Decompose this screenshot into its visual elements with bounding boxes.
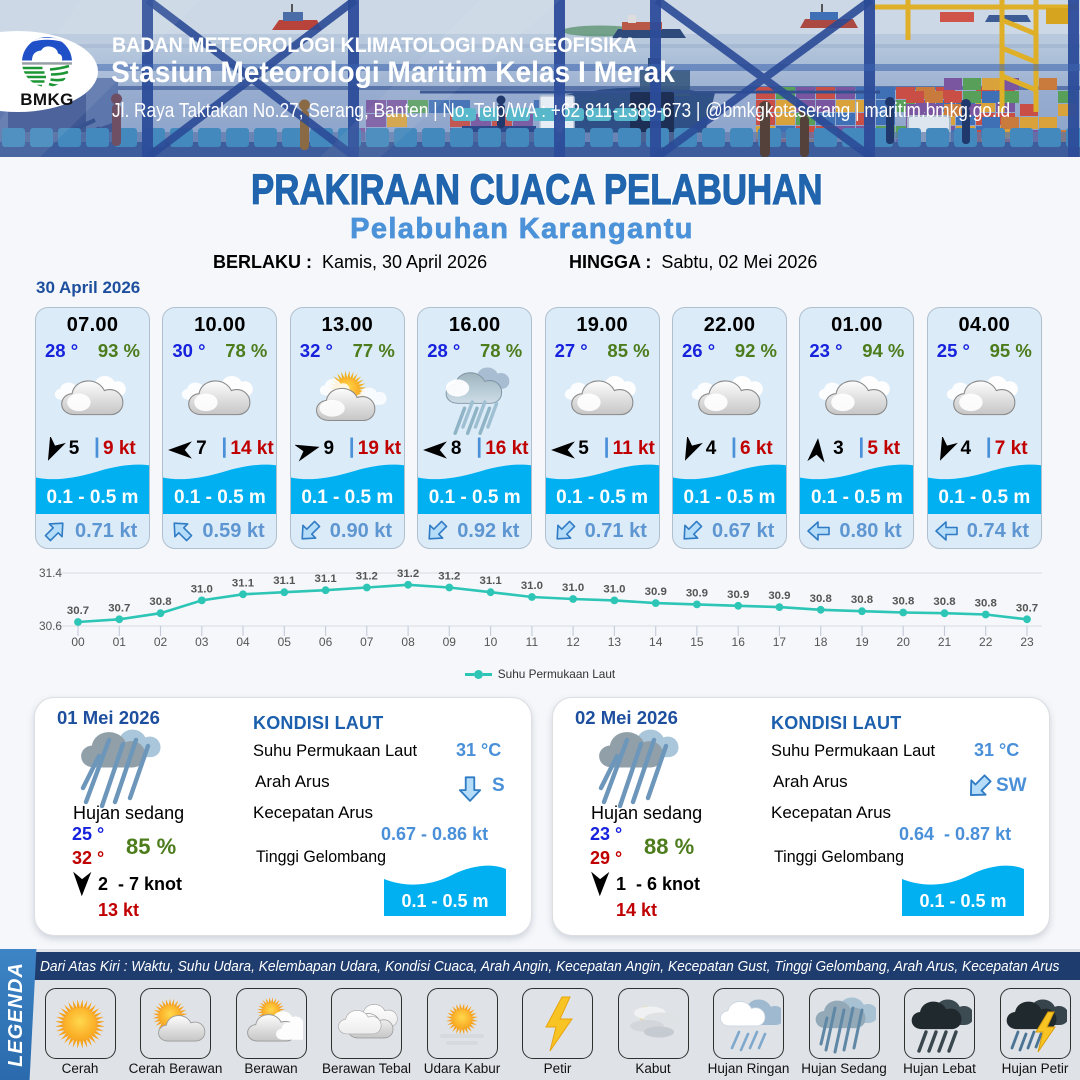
svg-text:31.1: 31.1 — [232, 577, 255, 589]
svg-text:31.1: 31.1 — [480, 575, 503, 587]
svg-text:21: 21 — [938, 635, 952, 649]
svg-text:31.2: 31.2 — [356, 571, 378, 583]
svg-text:14: 14 — [649, 635, 663, 649]
svg-text:04: 04 — [236, 635, 250, 649]
svg-text:30.9: 30.9 — [727, 589, 749, 601]
svg-text:30.8: 30.8 — [975, 598, 997, 610]
svg-text:10: 10 — [484, 635, 498, 649]
svg-text:23: 23 — [1020, 635, 1034, 649]
svg-text:17: 17 — [773, 635, 787, 649]
svg-text:30.7: 30.7 — [108, 602, 130, 614]
svg-text:31.0: 31.0 — [562, 582, 584, 594]
svg-text:03: 03 — [195, 635, 209, 649]
svg-text:05: 05 — [278, 635, 292, 649]
svg-text:22: 22 — [979, 635, 993, 649]
svg-text:30.7: 30.7 — [1016, 602, 1038, 614]
svg-text:18: 18 — [814, 635, 828, 649]
svg-text:02: 02 — [154, 635, 168, 649]
svg-text:15: 15 — [690, 635, 704, 649]
svg-text:00: 00 — [71, 635, 85, 649]
svg-text:12: 12 — [566, 635, 580, 649]
svg-text:13: 13 — [608, 635, 622, 649]
svg-text:31.1: 31.1 — [315, 573, 338, 585]
svg-text:30.8: 30.8 — [810, 593, 832, 605]
svg-text:30.9: 30.9 — [768, 590, 790, 602]
svg-text:19: 19 — [855, 635, 869, 649]
svg-text:31.0: 31.0 — [603, 583, 625, 595]
svg-text:31.2: 31.2 — [397, 568, 419, 580]
svg-text:30.6: 30.6 — [39, 619, 62, 633]
svg-text:31.0: 31.0 — [521, 580, 543, 592]
svg-text:11: 11 — [526, 635, 539, 649]
svg-text:31.0: 31.0 — [191, 583, 213, 595]
svg-text:BMKG: BMKG — [20, 90, 74, 108]
svg-text:30.8: 30.8 — [892, 596, 914, 608]
svg-text:30.8: 30.8 — [933, 596, 955, 608]
svg-text:31.1: 31.1 — [273, 575, 296, 587]
svg-text:30.9: 30.9 — [645, 586, 667, 598]
svg-text:30.9: 30.9 — [686, 587, 708, 599]
svg-text:09: 09 — [443, 635, 457, 649]
svg-text:30.7: 30.7 — [67, 605, 89, 617]
svg-text:08: 08 — [401, 635, 415, 649]
svg-text:06: 06 — [319, 635, 333, 649]
svg-text:30.8: 30.8 — [851, 594, 873, 606]
svg-text:07: 07 — [360, 635, 374, 649]
svg-text:31.2: 31.2 — [438, 571, 460, 583]
svg-text:31.4: 31.4 — [39, 566, 62, 580]
svg-text:20: 20 — [897, 635, 911, 649]
svg-text:01: 01 — [113, 635, 127, 649]
svg-text:16: 16 — [732, 635, 746, 649]
svg-text:30.8: 30.8 — [149, 596, 171, 608]
